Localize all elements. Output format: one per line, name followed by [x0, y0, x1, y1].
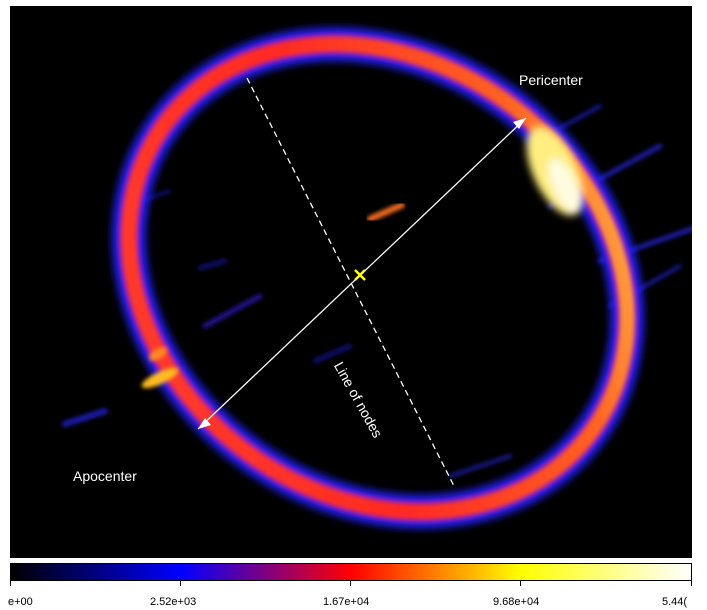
colorbar-tick-label: 2.52e+03: [150, 596, 197, 608]
colorbar-tick: [180, 581, 181, 586]
colorbar-tick: [350, 581, 351, 586]
colorbar-tick: [520, 581, 521, 586]
colorbar-tick: [691, 581, 692, 586]
disk-image: [10, 6, 692, 558]
line-of-nodes: [246, 77, 456, 489]
pericenter-label: Pericenter: [519, 72, 583, 88]
apocenter-label: Apocenter: [73, 468, 137, 484]
colorbar-tick: [10, 581, 11, 586]
colorbar-tick-label: 1.67e+04: [323, 596, 370, 608]
pericenter-hotspot: [526, 126, 584, 216]
center-marker: [354, 269, 366, 281]
colorbar-tick-label: 9.68e+04: [493, 596, 540, 608]
colorbar-tick-label: 5.44(: [662, 596, 688, 608]
colorbar: [10, 563, 692, 581]
colorbar-tick-label: e+00: [8, 596, 33, 608]
